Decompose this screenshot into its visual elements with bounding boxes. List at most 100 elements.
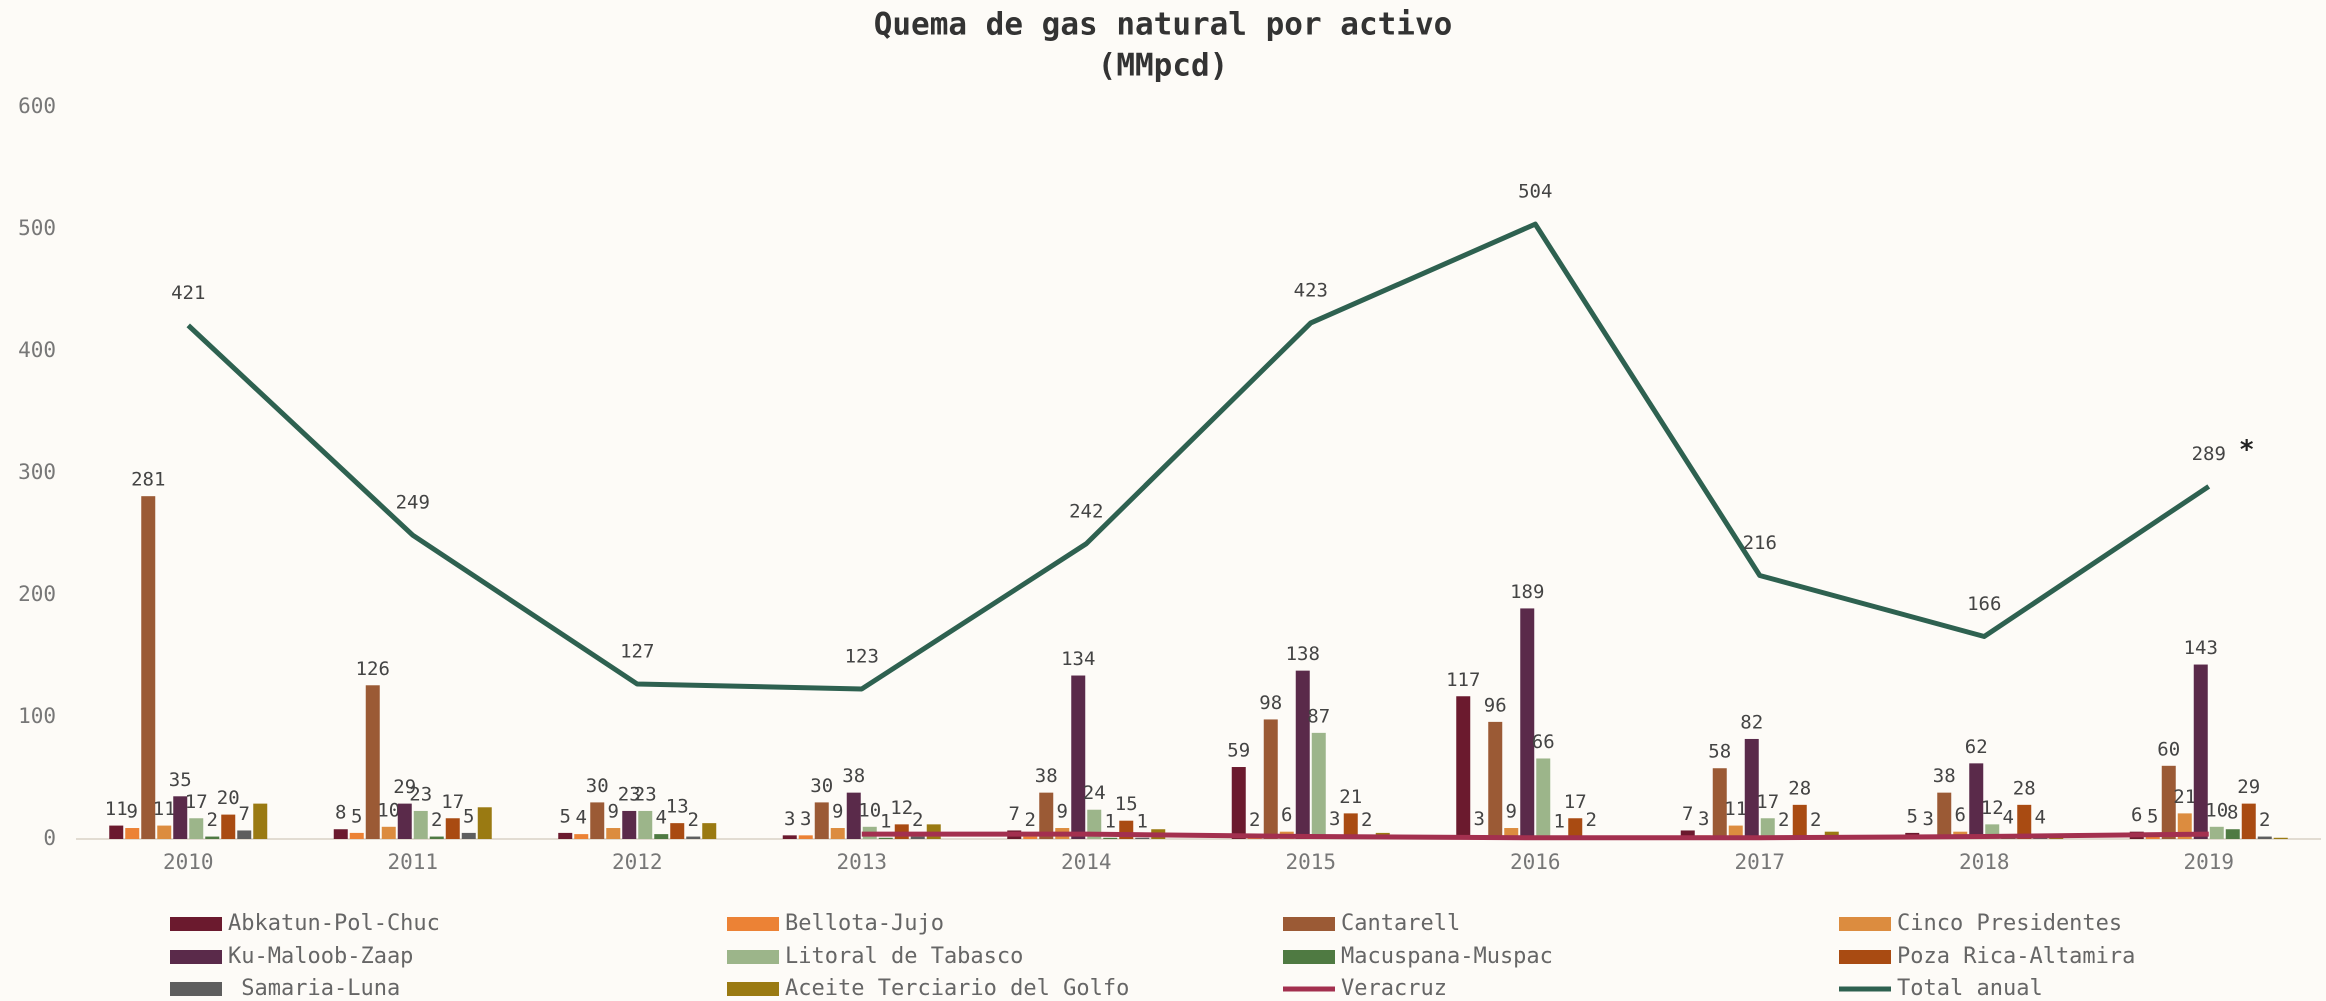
bar [109, 826, 123, 839]
y-tick-label: 200 [18, 582, 56, 606]
data-label: 23 [409, 783, 432, 805]
y-tick-label: 0 [43, 826, 56, 850]
data-label: 2 [1361, 809, 1372, 831]
bar [1296, 671, 1310, 839]
data-label: 126 [356, 658, 390, 680]
legend-label: Abkatun-Pol-Chuc [228, 911, 440, 936]
data-label: 11 [105, 798, 128, 820]
x-tick-label: 2016 [1510, 850, 1561, 874]
data-label: 28 [2013, 777, 2036, 799]
bar [334, 829, 348, 839]
bar [1456, 696, 1470, 839]
x-tick-label: 2017 [1734, 850, 1785, 874]
bar [414, 811, 428, 839]
bar [430, 837, 444, 839]
page: Quema de gas natural por activo (MMpcd) … [0, 0, 2326, 1001]
data-label: 60 [2157, 738, 2180, 760]
data-label: 2 [1778, 809, 1789, 831]
bar [1793, 805, 1807, 839]
data-label: 249 [396, 492, 430, 514]
data-label: 98 [1259, 692, 1282, 714]
data-label: 2 [1586, 809, 1597, 831]
bar [1023, 837, 1037, 839]
bar [1488, 722, 1502, 839]
bar [702, 823, 716, 839]
chart: Quema de gas natural por activo (MMpcd) … [0, 0, 2326, 1001]
data-label: 28 [1788, 777, 1811, 799]
x-tick-label: 2014 [1061, 850, 1112, 874]
data-label: 3 [800, 808, 811, 830]
data-label: 17 [1756, 791, 1779, 813]
legend-swatch [170, 917, 222, 931]
data-label: 10 [2205, 799, 2228, 821]
data-label: 12 [1981, 797, 2004, 819]
bar [2258, 837, 2272, 839]
data-label: 21 [1339, 786, 1362, 808]
data-label: 3 [1923, 808, 1934, 830]
x-tick-label: 2018 [1959, 850, 2010, 874]
x-tick-label: 2011 [387, 850, 438, 874]
legend-swatch [727, 982, 779, 996]
bar [799, 835, 813, 839]
y-tick-label: 400 [18, 338, 56, 362]
bar [1232, 767, 1246, 839]
data-label: 3 [1698, 808, 1709, 830]
data-label: 30 [586, 775, 609, 797]
data-label: 189 [1510, 581, 1544, 603]
x-tick-label: 2010 [163, 850, 214, 874]
bar [670, 823, 684, 839]
bar [911, 837, 925, 839]
bar [1937, 793, 1951, 839]
bar [1536, 758, 1550, 839]
data-label: 35 [169, 769, 192, 791]
chart-subtitle: (MMpcd) [1098, 48, 1229, 84]
y-tick-label: 500 [18, 216, 56, 240]
data-label: 3 [784, 808, 795, 830]
data-label: 6 [1955, 804, 1966, 826]
data-label: 13 [666, 796, 689, 818]
data-label: 8 [2227, 802, 2238, 824]
bar [686, 837, 700, 839]
chart-title: Quema de gas natural por activo [874, 7, 1453, 43]
data-label: 4 [2035, 807, 2046, 829]
data-label: 421 [171, 282, 205, 304]
legend-label: Bellota-Jujo [785, 911, 944, 936]
data-label: 17 [1564, 791, 1587, 813]
data-label: 289 [2192, 443, 2226, 465]
data-label: 29 [2237, 776, 2260, 798]
data-label: 9 [1057, 801, 1068, 823]
bar [478, 807, 492, 839]
data-label: 9 [1506, 801, 1517, 823]
data-label: 2 [912, 809, 923, 831]
data-label: 504 [1518, 181, 1552, 203]
data-label: 10 [858, 799, 881, 821]
data-label: 6 [1281, 804, 1292, 826]
data-label: 38 [842, 765, 865, 787]
data-label: 3 [1474, 808, 1485, 830]
data-label: 96 [1484, 694, 1507, 716]
data-label: 423 [1294, 279, 1328, 301]
bar [638, 811, 652, 839]
data-label: 166 [1967, 593, 2001, 615]
y-tick-label: 100 [18, 704, 56, 728]
data-label: 58 [1708, 741, 1731, 763]
data-label: 5 [351, 805, 362, 827]
bar [654, 834, 668, 839]
bar [606, 828, 620, 839]
bar [253, 804, 267, 839]
data-label: 281 [131, 469, 165, 491]
bar [205, 837, 219, 839]
data-label: 9 [832, 801, 843, 823]
data-label: 117 [1446, 669, 1480, 691]
data-label: 38 [1933, 765, 1956, 787]
data-label: 30 [810, 775, 833, 797]
x-tick-label: 2012 [612, 850, 663, 874]
bar [1264, 719, 1278, 839]
data-label: 2 [1025, 809, 1036, 831]
x-tick-label: 2015 [1285, 850, 1336, 874]
bar [1071, 676, 1085, 839]
data-label: 5 [463, 805, 474, 827]
bar [350, 833, 364, 839]
data-label: 21 [2173, 786, 2196, 808]
data-label: 87 [1307, 705, 1330, 727]
